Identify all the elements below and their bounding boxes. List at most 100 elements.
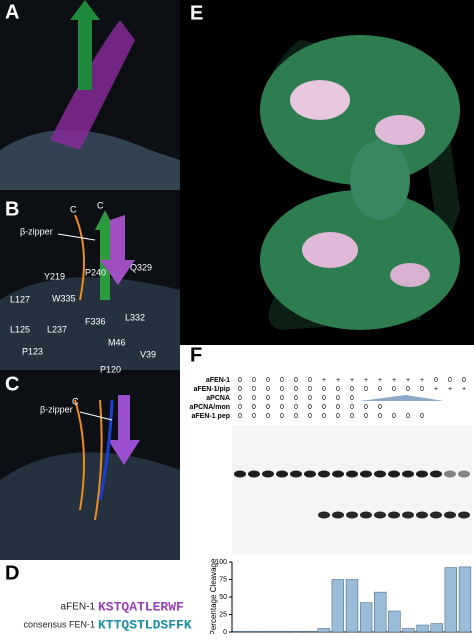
gel-row-label: aPCNA/mon [190, 404, 230, 411]
gel-cell: + [364, 377, 368, 384]
residue-label: F336 [85, 316, 106, 326]
gel-band [444, 511, 456, 519]
y-tick-label: 75 [219, 576, 227, 583]
gel-band [360, 470, 372, 478]
gel-band [430, 470, 442, 478]
gel-band [416, 511, 428, 519]
gel-cell: + [434, 386, 438, 393]
residue-label: L127 [10, 294, 30, 304]
gel-band [290, 470, 302, 478]
gel-cell: 0 [308, 386, 312, 393]
gel-cell: 0 [336, 386, 340, 393]
ramp [360, 395, 406, 401]
residue-label: P240 [85, 267, 106, 277]
gel-cell: + [392, 377, 396, 384]
gel-band [262, 470, 274, 478]
bar [402, 628, 415, 633]
bar [345, 579, 359, 633]
gel-cell: 0 [252, 404, 256, 411]
gel-cell: 0 [378, 413, 382, 420]
surface-patch [375, 115, 425, 145]
surface [350, 140, 410, 220]
bar [444, 567, 458, 633]
gel-row-label: aFEN-1/pip [193, 386, 230, 393]
gel-band [332, 511, 344, 519]
bar [317, 628, 330, 633]
sequence: KTTQSTLDSFFK [98, 617, 192, 632]
gel-band [416, 470, 428, 478]
strand [70, 0, 100, 90]
gel-cell: 0 [238, 386, 242, 393]
gel-band [318, 470, 330, 478]
residue-label: β-zipper [40, 404, 73, 414]
gel-cell: 0 [308, 395, 312, 402]
density-map [50, 20, 135, 150]
residue-label: L332 [125, 312, 145, 322]
gel-cell: 0 [238, 395, 242, 402]
gel-cell: 0 [252, 413, 256, 420]
gel-cell: 0 [420, 386, 424, 393]
gel-cell: 0 [462, 377, 466, 384]
gel-band [318, 511, 330, 519]
y-tick-label: 0 [223, 629, 227, 634]
arrow [25, 577, 95, 603]
gel-cell: 0 [266, 386, 270, 393]
gel-band [304, 470, 316, 478]
gel-band [248, 470, 260, 478]
gel-cell: + [322, 377, 326, 384]
bar [374, 591, 387, 633]
gel-band [374, 470, 386, 478]
gel-cell: 0 [294, 413, 298, 420]
residue-label: M46 [108, 337, 126, 347]
gel-cell: 0 [406, 413, 410, 420]
gel-cell: 0 [308, 377, 312, 384]
gel-band [346, 511, 358, 519]
gel-cell: + [336, 377, 340, 384]
gel-cell: 0 [294, 395, 298, 402]
gel-cell: 0 [364, 413, 368, 420]
gel-cell: + [350, 377, 354, 384]
gel-band [374, 511, 386, 519]
residue-label: C [72, 396, 79, 406]
bar [331, 579, 345, 633]
bar [359, 602, 373, 633]
gel-band [388, 470, 400, 478]
surface-patch [290, 80, 350, 120]
gel-cell: 0 [420, 413, 424, 420]
gel-cell: 0 [238, 377, 242, 384]
gel-band [332, 470, 344, 478]
gel-cell: 0 [266, 377, 270, 384]
gel-cell: + [406, 377, 410, 384]
y-tick-label: 50 [219, 594, 227, 601]
gel-cell: 0 [392, 386, 396, 393]
surface-patch [302, 232, 358, 268]
gel-band [458, 511, 470, 519]
gel-cell: 0 [378, 404, 382, 411]
panel-letter: D [5, 562, 19, 584]
gel-cell: + [448, 386, 452, 393]
gel-band [234, 470, 246, 478]
gel-cell: 0 [350, 386, 354, 393]
residue-label: β-zipper [20, 226, 53, 236]
gel-cell: 0 [350, 395, 354, 402]
gel-band [360, 511, 372, 519]
residue-label: Y219 [44, 271, 65, 281]
gel-cell: 0 [266, 395, 270, 402]
bar [430, 623, 443, 633]
gel-cell: 0 [336, 413, 340, 420]
panel-letter: F [190, 344, 202, 366]
gel-cell: 0 [364, 386, 368, 393]
gel-band [276, 470, 288, 478]
gel-cell: + [462, 386, 466, 393]
panel-letter: A [5, 1, 19, 23]
gel-band [346, 470, 358, 478]
pointer [57, 233, 96, 241]
seq-name: aFEN-1 [61, 602, 96, 613]
gel-cell: 0 [406, 386, 410, 393]
bar [458, 566, 472, 633]
gel-band [444, 470, 456, 478]
residue-label: C [97, 200, 104, 210]
bar [388, 610, 401, 633]
